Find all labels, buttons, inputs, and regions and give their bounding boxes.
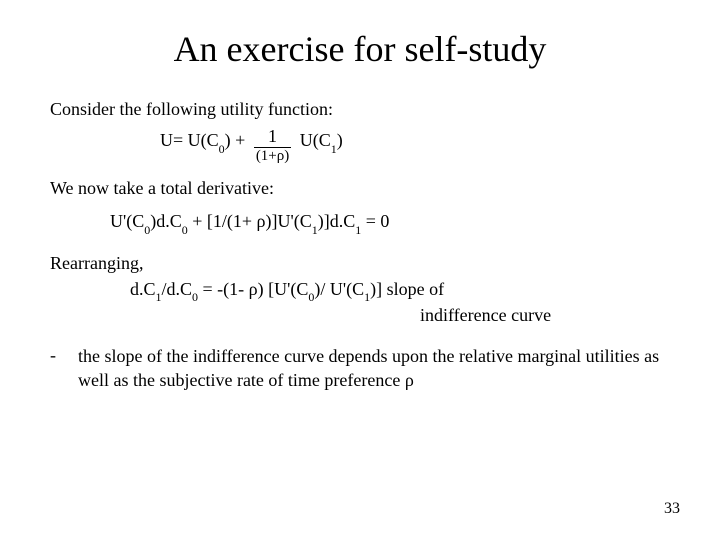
slide-title: An exercise for self-study [50,28,670,70]
subscript-zero: 0 [219,142,225,156]
fraction: 1(1+ρ) [254,127,291,164]
subscript-one: 1 [312,223,318,237]
rho-symbol: ρ [249,279,258,299]
eq-text: ) + [225,130,250,150]
subscript-one: 1 [355,223,361,237]
rearranged-equation-cont: indifference curve [50,304,670,327]
fraction-numerator: 1 [254,127,291,148]
eq-text: U(C [295,130,331,150]
subscript-one: 1 [364,290,370,304]
derivative-intro: We now take a total derivative: [50,177,670,200]
rearranged-equation: d.C1/d.C0 = -(1- ρ) [U'(C0)/ U'(C1)] slo… [50,278,670,304]
eq-text: )/ U'(C [314,279,364,299]
eq-text: )d.C [150,211,182,231]
eq-text: )]d.C [318,211,356,231]
bullet-dash-icon: - [50,345,78,392]
rearranging-label: Rearranging, [50,252,670,275]
rho-symbol: ρ [257,211,266,231]
eq-text: ) [337,130,343,150]
subscript-zero: 0 [308,290,314,304]
bullet-text: the slope of the indifference curve depe… [78,345,670,392]
subscript-zero: 0 [182,223,188,237]
subscript-zero: 0 [144,223,150,237]
utility-equation: U= U(C0) + 1(1+ρ) U(C1) [50,123,670,160]
fraction-denominator: (1+ρ) [254,148,291,165]
subscript-one: 1 [156,290,162,304]
eq-text: U'(C [110,211,144,231]
derivative-equation: U'(C0)d.C0 + [1/(1+ ρ)]U'(C1)]d.C1 = 0 [50,210,670,236]
page-number: 33 [664,500,680,518]
eq-text: + [1/(1+ [188,211,257,231]
eq-text: )] slope of [370,279,444,299]
eq-text: /d.C [162,279,193,299]
eq-text: = 0 [361,211,389,231]
eq-text: U= U(C [160,130,219,150]
eq-text: ) [U'(C [258,279,309,299]
subscript-zero: 0 [192,290,198,304]
intro-line: Consider the following utility function: [50,98,670,121]
eq-text: d.C [130,279,156,299]
rho-symbol: ρ [405,370,414,390]
bullet-item: - the slope of the indifference curve de… [50,345,670,392]
eq-text: = -(1- [198,279,249,299]
subscript-one: 1 [331,142,337,156]
eq-text: )]U'(C [266,211,312,231]
